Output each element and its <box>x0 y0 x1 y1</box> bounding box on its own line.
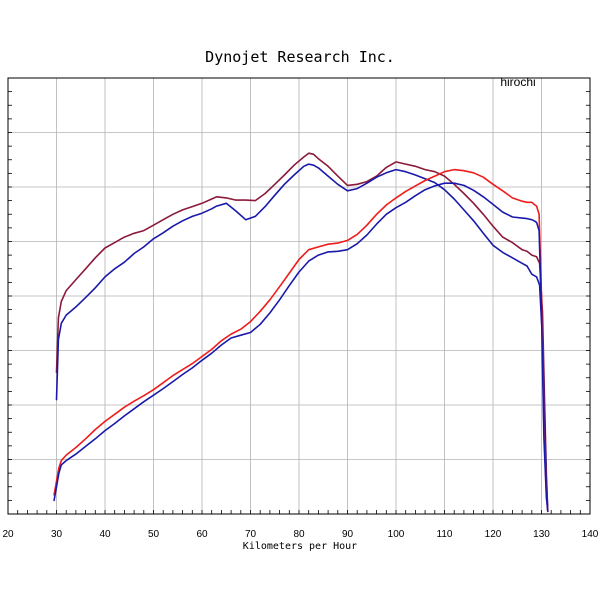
series-line-4 <box>53 182 549 513</box>
chart-title: Dynojet Research Inc. <box>205 48 395 66</box>
x-tick-label: 20 <box>2 529 14 540</box>
x-axis-label: Kilometers per Hour <box>243 541 357 552</box>
series-line-2 <box>55 163 549 513</box>
x-tick-label: 140 <box>582 529 599 540</box>
x-tick-label: 90 <box>342 529 354 540</box>
x-tick-label: 60 <box>196 529 208 540</box>
x-tick-label: 110 <box>437 529 453 540</box>
x-axis-ticks: 20 30 40 50 60 70 80 90 100 110 120 130 140 <box>2 529 598 540</box>
x-tick-label: 80 <box>293 529 305 540</box>
x-tick-label: 70 <box>245 529 257 540</box>
x-tick-label: 100 <box>388 529 405 540</box>
chart-grid <box>7 77 591 515</box>
x-tick-label: 30 <box>51 529 63 540</box>
x-tick-label: 130 <box>533 529 550 540</box>
chart-series <box>53 152 549 513</box>
series-line-1 <box>55 152 549 513</box>
plot-frame <box>7 77 591 515</box>
x-tick-label: 50 <box>148 529 160 540</box>
hirochi-watermark: hirochi <box>500 75 535 89</box>
series-line-3 <box>53 168 549 513</box>
x-tick-label: 40 <box>99 529 111 540</box>
x-tick-label: 120 <box>485 529 502 540</box>
